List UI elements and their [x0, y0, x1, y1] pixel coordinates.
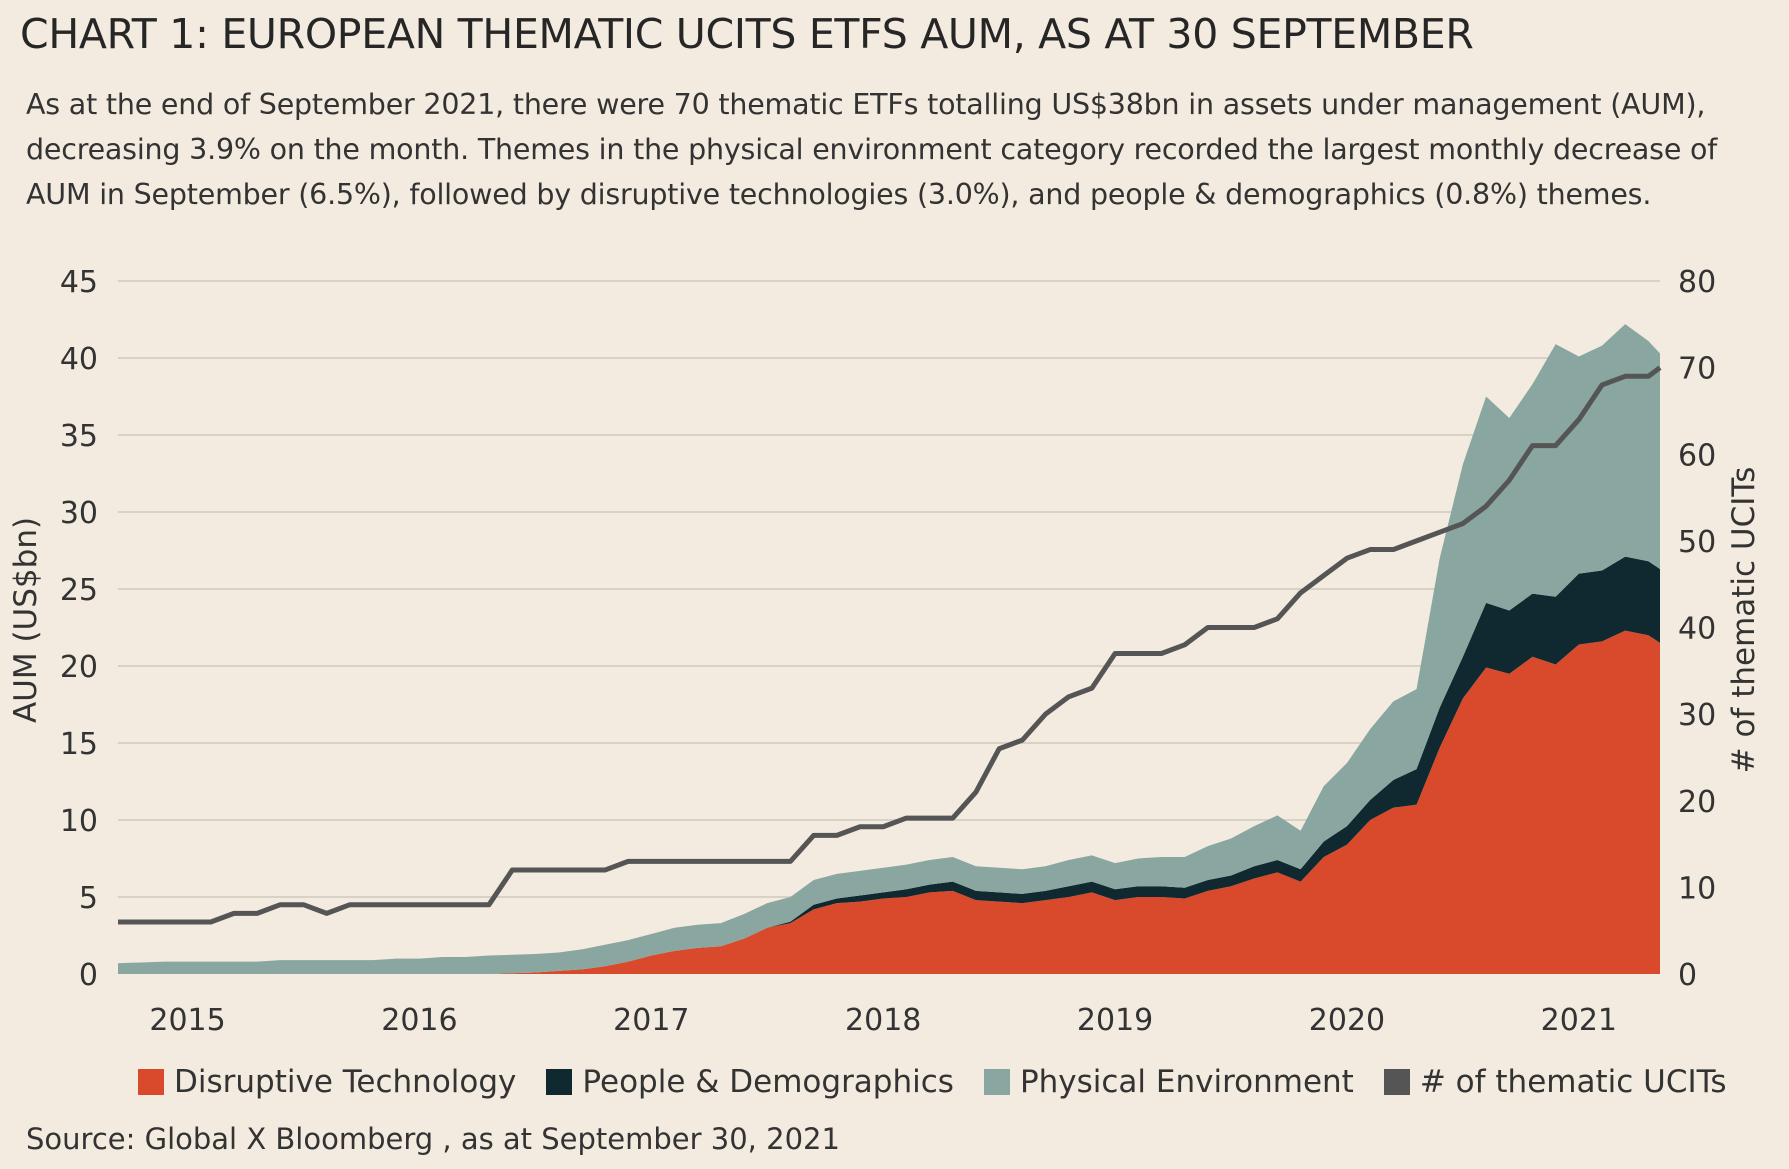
y-tick-label: 30: [60, 496, 98, 531]
y-tick-label: 20: [60, 650, 98, 685]
y2-tick-label: 70: [1678, 352, 1716, 387]
area-series: [118, 324, 1660, 974]
y-tick-label: 45: [60, 265, 98, 300]
legend-label-people: People & Demographics: [582, 1064, 954, 1100]
area-disruptive-technology: [118, 630, 1660, 974]
legend-item-count: # of thematic UCITs: [1383, 1064, 1727, 1100]
y2-tick-label: 80: [1678, 265, 1716, 300]
y-tick-label: 5: [79, 881, 98, 916]
x-tick-label: 2015: [149, 1003, 225, 1038]
y2-tick-label: 20: [1678, 785, 1716, 820]
left-axis-ticks: 0 5 10 15 20 25 30 35 40 45: [60, 265, 98, 993]
y-tick-label: 40: [60, 342, 98, 377]
y2-tick-label: 10: [1678, 871, 1716, 906]
x-tick-label: 2019: [1077, 1003, 1153, 1038]
source-note: Source: Global X Bloomberg , as at Septe…: [26, 1122, 840, 1156]
y2-tick-label: 50: [1678, 525, 1716, 560]
y2-tick-label: 60: [1678, 438, 1716, 473]
x-tick-label: 2017: [613, 1003, 689, 1038]
y2-tick-label: 40: [1678, 612, 1716, 647]
line-thematic-ucits-count: [118, 365, 1662, 925]
x-tick-label: 2018: [845, 1003, 921, 1038]
legend-item-physical: Physical Environment: [983, 1064, 1354, 1100]
line-series: [118, 365, 1662, 925]
x-tick-label: 2020: [1309, 1003, 1385, 1038]
legend-swatch-people: [546, 1069, 573, 1095]
legend-item-disruptive: Disruptive Technology: [138, 1064, 516, 1100]
legend-label-disruptive: Disruptive Technology: [174, 1064, 517, 1100]
area-people-demographics: [118, 556, 1660, 974]
legend-swatch-physical: [983, 1069, 1010, 1095]
y-tick-label: 10: [60, 804, 98, 839]
chart-subtitle: As at the end of September 2021, there w…: [26, 88, 1718, 211]
legend-label-count: # of thematic UCITs: [1419, 1064, 1727, 1100]
y-tick-label: 35: [60, 419, 98, 454]
legend-item-people: People & Demographics: [546, 1064, 954, 1100]
legend-label-physical: Physical Environment: [1019, 1064, 1354, 1100]
y-tick-label: 15: [60, 727, 98, 762]
y-tick-label: 25: [60, 573, 98, 608]
y-tick-label: 0: [79, 958, 98, 993]
left-axis-label: AUM (US$bn): [8, 517, 44, 723]
x-axis-ticks: 2015 2016 2017 2018 2019 2020 2021: [149, 1003, 1617, 1038]
y2-tick-label: 30: [1678, 698, 1716, 733]
legend-swatch-count: [1383, 1069, 1410, 1095]
chart-title: CHART 1: EUROPEAN THEMATIC UCITS ETFS AU…: [20, 10, 1474, 58]
y2-tick-label: 0: [1678, 958, 1697, 993]
right-axis-label: # of thematic UCITs: [1726, 467, 1762, 774]
legend-swatch-disruptive: [138, 1069, 164, 1095]
x-tick-label: 2016: [381, 1003, 457, 1038]
x-tick-label: 2021: [1541, 1003, 1617, 1038]
right-axis-ticks: 0 10 20 30 40 50 60 70 80: [1678, 265, 1716, 993]
legend: Disruptive Technology People & Demograph…: [138, 1064, 1757, 1100]
